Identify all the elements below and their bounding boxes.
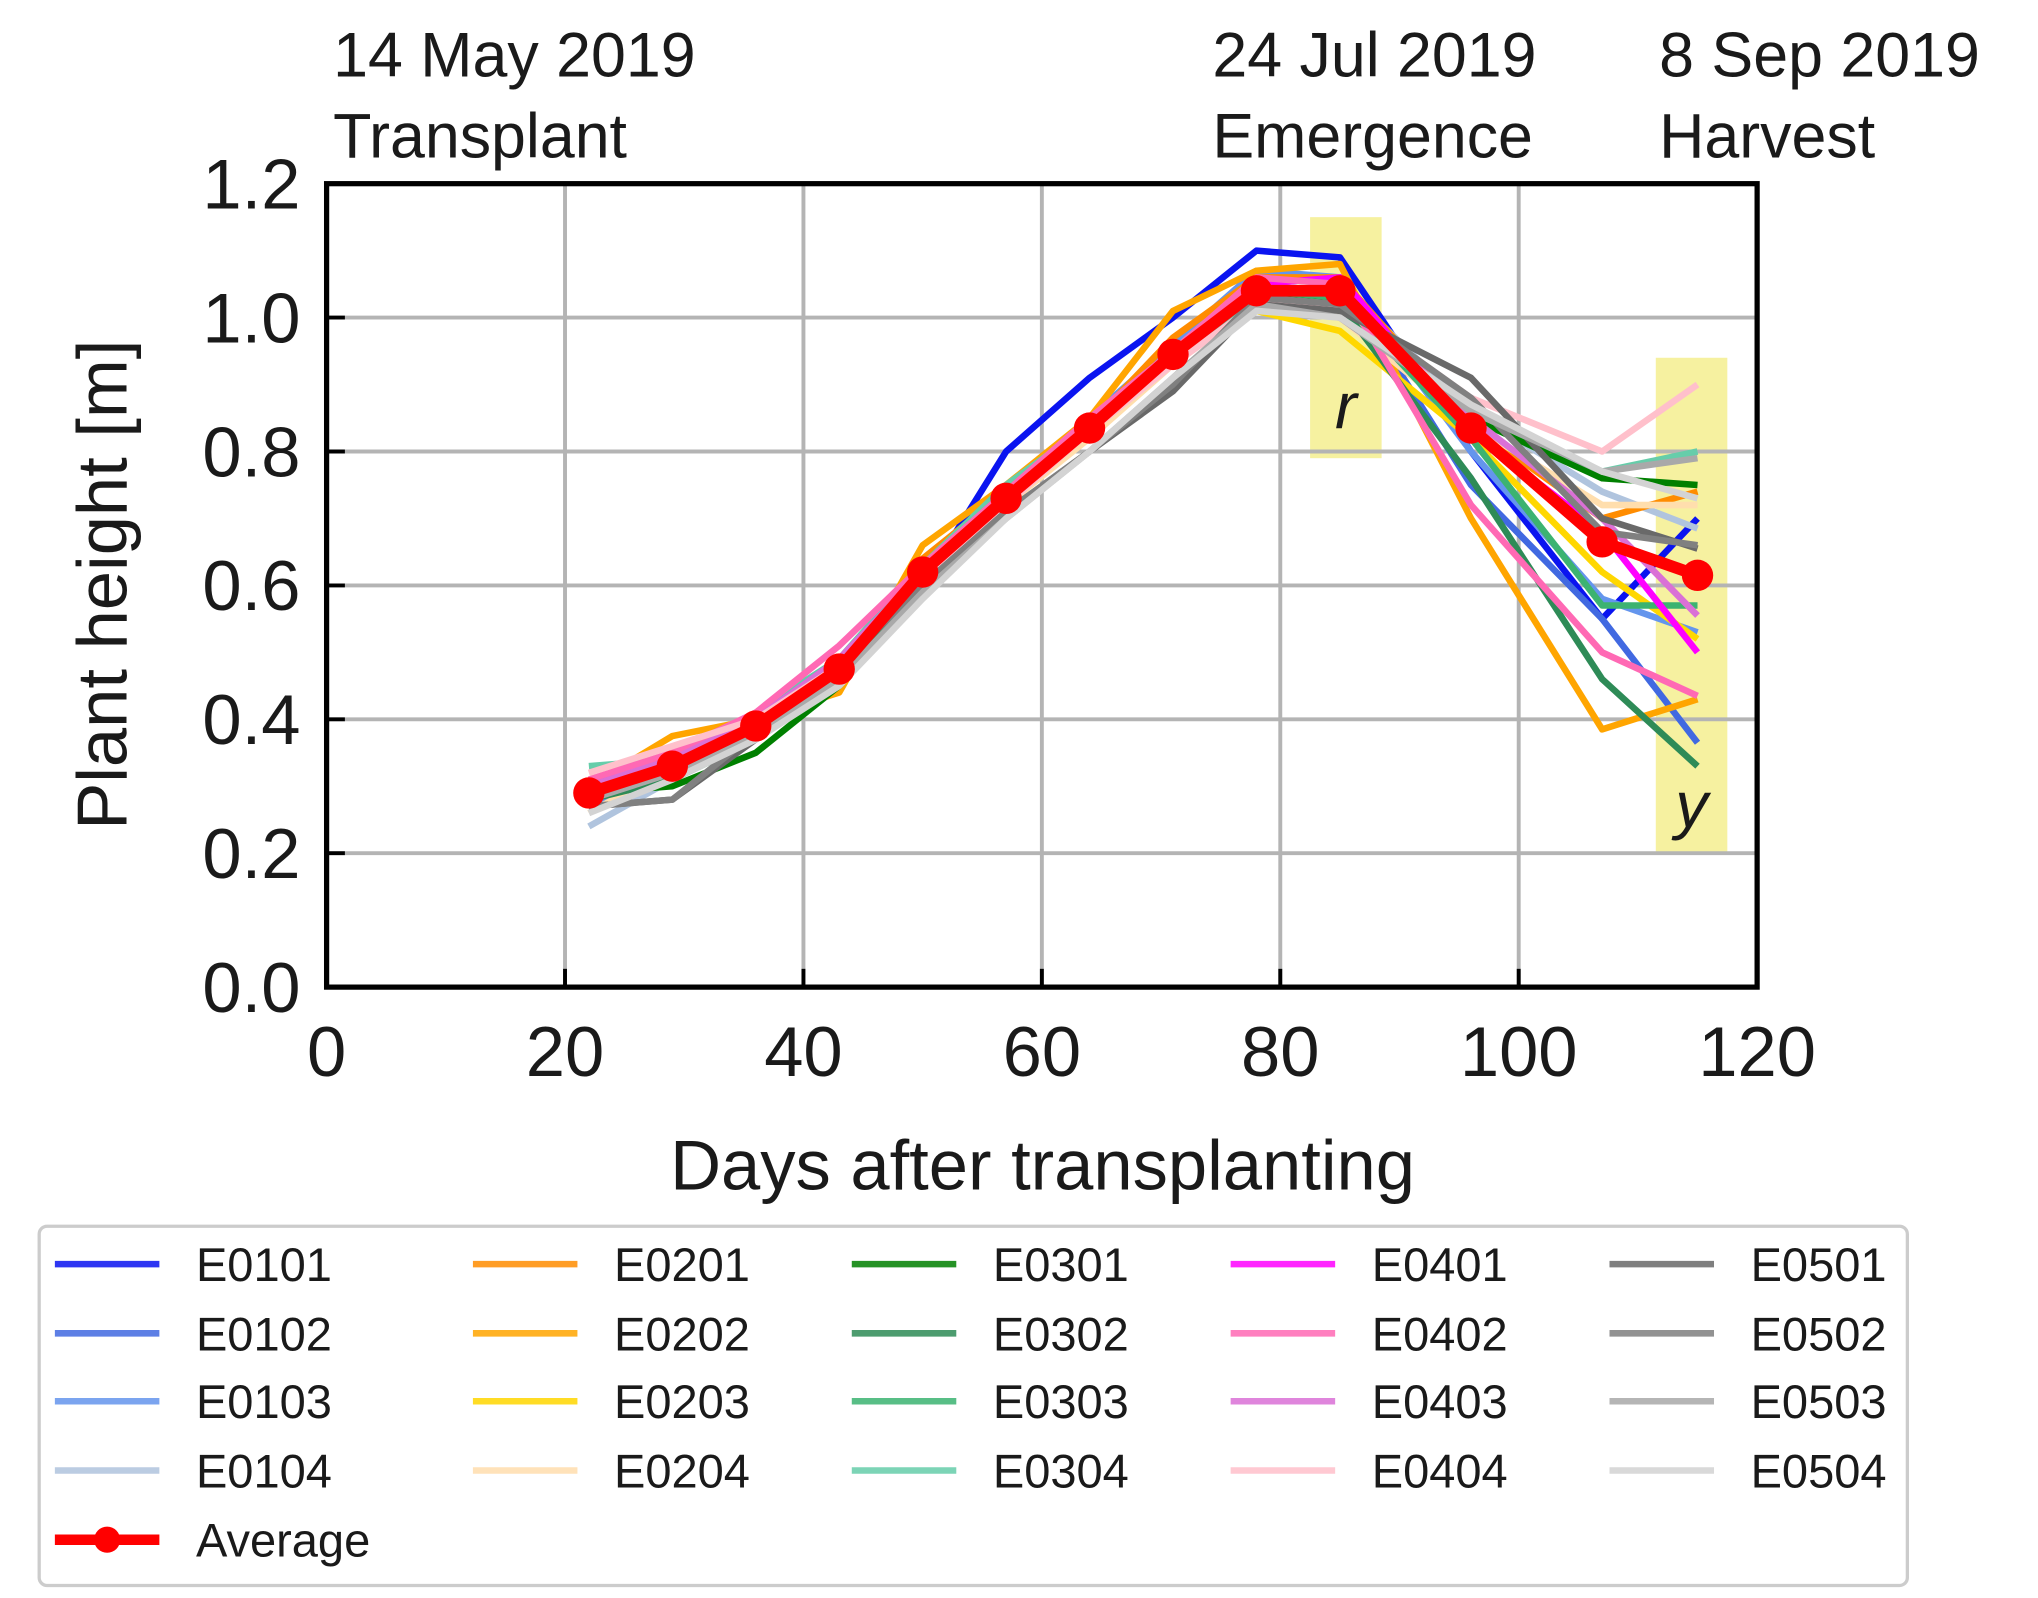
average-point [823, 653, 855, 685]
legend-label: E0304 [993, 1444, 1129, 1497]
grid [324, 181, 1760, 990]
y-tick-labels: 0.0 0.2 0.4 0.6 0.8 1.0 1.2 [202, 145, 300, 1027]
legend-label: E0404 [1372, 1444, 1508, 1497]
legend: E0101 E0102 E0103 E0104 E0201 E0202 E0203 E0204… [54, 1238, 1887, 1567]
x-tick-label: 60 [1003, 1012, 1081, 1091]
y-axis-label: Plant height [m] [63, 340, 142, 830]
average-point [1324, 275, 1356, 307]
average-point [1073, 412, 1106, 444]
top-annotations: 14 May 2019 Transplant 24 Jul 2019 Emergenc… [333, 21, 1980, 172]
average-point [990, 482, 1022, 515]
highlight-label: y [1671, 768, 1711, 841]
x-tick-label: 120 [1698, 1012, 1816, 1091]
annotation-event: Transplant [333, 102, 627, 172]
legend-label: E0401 [1372, 1238, 1508, 1291]
x-tick-label: 40 [764, 1012, 842, 1091]
legend-label: E0303 [993, 1375, 1129, 1428]
y-tick-label: 0.6 [202, 546, 300, 625]
legend-label: E0202 [614, 1307, 750, 1360]
average-point [1157, 338, 1189, 371]
average-point [1586, 526, 1618, 558]
legend-label: E0503 [1751, 1375, 1887, 1428]
x-axis-label: Days after transplanting [670, 1126, 1415, 1205]
legend-label: E0101 [196, 1238, 332, 1291]
annotation-event: Emergence [1212, 102, 1533, 172]
series-line-e0104 [587, 274, 1699, 830]
average-point [1240, 275, 1273, 307]
legend-label: Average [196, 1514, 370, 1567]
x-tick-label: 80 [1241, 1012, 1319, 1091]
average-point [740, 710, 772, 742]
y-tick-label: 0.4 [202, 680, 300, 759]
x-tick-label: 0 [307, 1012, 346, 1091]
legend-label: E0502 [1751, 1307, 1887, 1360]
legend-label: E0302 [993, 1307, 1129, 1360]
legend-label: E0103 [196, 1375, 332, 1428]
annotation-date: 14 May 2019 [333, 21, 695, 91]
legend-label: E0403 [1372, 1375, 1508, 1428]
x-tick-label: 20 [526, 1012, 604, 1091]
legend-label: E0104 [196, 1444, 332, 1497]
x-tick-labels: 0 20 40 60 80 100 120 [307, 1012, 1816, 1091]
legend-label: E0201 [614, 1238, 750, 1291]
average-point [656, 750, 688, 782]
y-tick-label: 1.0 [202, 278, 300, 357]
average-point [573, 777, 605, 809]
y-tick-label: 0.0 [202, 948, 300, 1027]
x-tick-label: 100 [1460, 1012, 1578, 1091]
y-tick-label: 0.2 [202, 814, 300, 893]
highlight-labels: ry [1335, 369, 1711, 841]
legend-box [37, 1224, 1909, 1588]
average-point [1455, 412, 1487, 444]
legend-label: E0102 [196, 1307, 332, 1360]
legend-label: E0204 [614, 1444, 750, 1497]
annotation-event: Harvest [1659, 102, 1875, 172]
y-tick-label: 1.2 [202, 145, 300, 224]
highlight-label: r [1335, 369, 1359, 442]
legend-label: E0504 [1751, 1444, 1887, 1497]
legend-label: E0402 [1372, 1307, 1508, 1360]
legend-label: E0301 [993, 1238, 1129, 1291]
y-tick-label: 0.8 [202, 412, 300, 491]
legend-label: E0203 [614, 1375, 750, 1428]
average-point [1681, 559, 1714, 592]
plot-frame [323, 181, 1760, 990]
legend-marker [94, 1526, 121, 1553]
annotation-date: 24 Jul 2019 [1212, 21, 1536, 91]
series-lines [573, 247, 1714, 830]
legend-label: E0501 [1751, 1238, 1887, 1291]
average-point [906, 556, 939, 588]
annotation-date: 8 Sep 2019 [1659, 21, 1980, 91]
